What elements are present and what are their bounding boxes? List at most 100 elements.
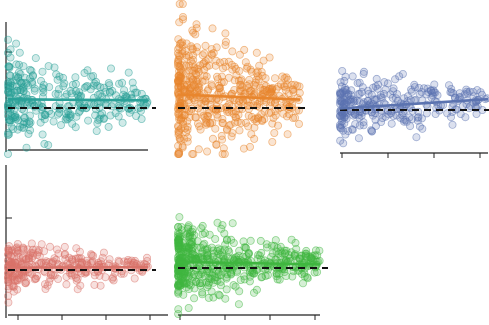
data-point bbox=[290, 113, 299, 122]
data-point bbox=[290, 80, 299, 89]
data-point bbox=[426, 86, 435, 95]
data-point bbox=[229, 281, 238, 290]
data-point bbox=[456, 110, 465, 119]
data-point bbox=[189, 149, 198, 158]
data-point bbox=[287, 235, 296, 244]
data-point bbox=[250, 89, 259, 98]
data-point bbox=[389, 84, 398, 93]
data-point bbox=[38, 67, 47, 76]
data-point bbox=[344, 127, 353, 136]
data-point bbox=[190, 66, 199, 75]
data-point bbox=[80, 83, 89, 92]
data-point bbox=[26, 65, 35, 74]
data-point bbox=[393, 96, 402, 105]
data-point bbox=[271, 111, 280, 120]
data-point bbox=[45, 277, 54, 286]
data-point bbox=[72, 244, 81, 253]
data-point bbox=[44, 141, 53, 150]
data-point bbox=[99, 248, 108, 257]
data-point bbox=[30, 84, 39, 93]
data-point bbox=[84, 116, 93, 125]
data-point bbox=[76, 281, 85, 290]
data-point bbox=[57, 121, 66, 130]
data-point bbox=[253, 100, 262, 109]
data-point bbox=[37, 76, 46, 85]
data-point bbox=[249, 288, 258, 297]
panel-top-middle bbox=[173, 0, 308, 158]
data-point bbox=[93, 119, 102, 128]
data-point bbox=[6, 53, 15, 62]
data-point bbox=[127, 256, 136, 265]
data-point bbox=[46, 242, 55, 251]
data-point bbox=[212, 43, 221, 52]
data-point bbox=[228, 65, 237, 74]
data-point bbox=[22, 277, 31, 286]
data-point bbox=[193, 119, 202, 128]
data-point bbox=[222, 285, 231, 294]
data-point bbox=[252, 285, 261, 294]
data-point bbox=[372, 74, 381, 83]
data-point bbox=[182, 81, 191, 90]
data-point bbox=[80, 69, 89, 78]
data-point bbox=[415, 89, 424, 98]
data-point bbox=[49, 117, 58, 126]
data-point bbox=[308, 256, 317, 265]
data-point bbox=[371, 115, 380, 124]
data-point bbox=[178, 15, 187, 24]
data-point bbox=[418, 124, 427, 133]
data-point bbox=[354, 134, 363, 143]
data-point bbox=[208, 24, 217, 33]
data-point bbox=[27, 77, 36, 86]
data-point bbox=[60, 250, 69, 259]
panel-top-right bbox=[335, 67, 489, 158]
data-point bbox=[5, 130, 13, 139]
data-point bbox=[37, 240, 46, 249]
data-point bbox=[174, 305, 183, 314]
data-point bbox=[218, 248, 227, 257]
data-point bbox=[198, 221, 207, 230]
data-point bbox=[188, 44, 197, 53]
data-point bbox=[30, 86, 39, 95]
data-point bbox=[226, 120, 235, 129]
data-point bbox=[359, 67, 368, 76]
data-point bbox=[253, 72, 262, 81]
data-point bbox=[241, 58, 250, 67]
data-point bbox=[237, 87, 246, 96]
data-point bbox=[263, 270, 272, 279]
data-point bbox=[389, 87, 398, 96]
data-point bbox=[283, 130, 292, 139]
data-point bbox=[98, 109, 107, 118]
data-point bbox=[46, 270, 55, 279]
data-point bbox=[391, 75, 400, 84]
trend-line-top-middle bbox=[177, 93, 301, 101]
data-point bbox=[39, 85, 48, 94]
data-point bbox=[74, 258, 83, 267]
data-point bbox=[402, 117, 411, 126]
data-point bbox=[462, 87, 471, 96]
data-point bbox=[4, 149, 12, 158]
data-point bbox=[174, 234, 183, 243]
data-point bbox=[83, 66, 92, 75]
data-point bbox=[215, 291, 224, 300]
data-point bbox=[219, 144, 228, 153]
data-point bbox=[294, 120, 303, 129]
data-point bbox=[118, 118, 127, 127]
data-point bbox=[252, 48, 261, 57]
data-point bbox=[190, 284, 199, 293]
data-point bbox=[250, 115, 259, 124]
data-point bbox=[96, 281, 105, 290]
data-point bbox=[218, 135, 227, 144]
data-point bbox=[114, 112, 123, 121]
data-point bbox=[37, 258, 46, 267]
data-point bbox=[6, 81, 15, 90]
trend-line-top-left bbox=[7, 98, 149, 102]
data-point bbox=[177, 222, 186, 231]
data-point bbox=[247, 130, 256, 139]
data-point bbox=[71, 123, 80, 132]
data-point bbox=[473, 86, 482, 95]
data-point bbox=[188, 59, 197, 68]
data-point bbox=[205, 61, 214, 70]
data-point bbox=[224, 73, 233, 82]
data-point bbox=[174, 280, 183, 289]
data-point bbox=[106, 111, 115, 120]
